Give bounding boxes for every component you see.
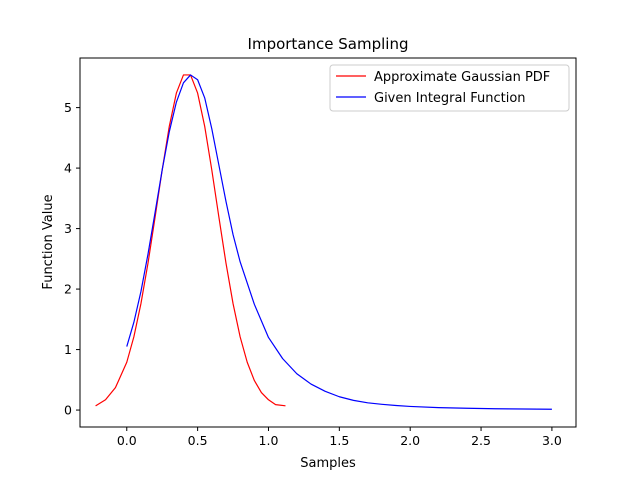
- x-tick-label: 1.0: [259, 433, 279, 448]
- axes-background: [80, 58, 576, 427]
- x-tick-label: 0.5: [188, 433, 208, 448]
- y-tick-label: 4: [64, 161, 72, 176]
- x-tick-label: 0.0: [117, 433, 137, 448]
- x-tick-label: 3.0: [542, 433, 562, 448]
- y-tick-label: 3: [64, 221, 72, 236]
- legend: Approximate Gaussian PDF Given Integral …: [329, 64, 570, 112]
- legend-label-gaussian: Approximate Gaussian PDF: [374, 70, 550, 85]
- series-line-gaussian: [95, 74, 286, 407]
- legend-label-integral: Given Integral Function: [374, 91, 526, 106]
- plot-area: [80, 58, 576, 427]
- y-tick-label: 0: [64, 403, 72, 418]
- legend-box: [329, 64, 570, 112]
- y-tick-label: 2: [64, 282, 72, 297]
- x-axis: 0.0 0.5 1.0 1.5 2.0 2.5 3.0: [117, 427, 562, 448]
- x-tick-label: 2.5: [471, 433, 491, 448]
- chart-title: Importance Sampling: [248, 35, 409, 53]
- axes-frame: [79, 57, 577, 428]
- y-axis-label: Function Value: [41, 194, 56, 289]
- y-tick-label: 5: [64, 100, 72, 115]
- x-tick-label: 2.0: [400, 433, 420, 448]
- y-axis: 0 1 2 3 4 5: [64, 100, 80, 418]
- series-layer: [95, 74, 552, 410]
- series-line-integral: [126, 74, 552, 410]
- y-tick-label: 1: [64, 342, 72, 357]
- x-axis-label: Samples: [300, 456, 356, 471]
- x-tick-label: 1.5: [329, 433, 349, 448]
